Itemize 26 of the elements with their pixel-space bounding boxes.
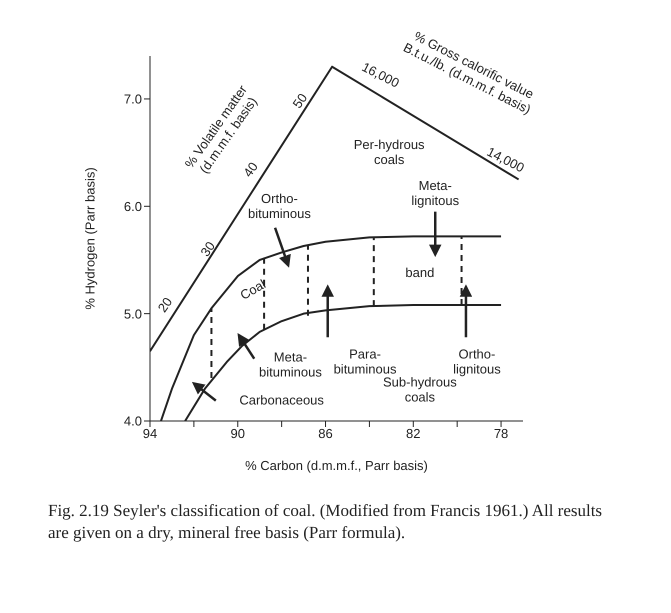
x-axis-title: % Carbon (d.m.m.f., Parr basis) xyxy=(245,458,428,473)
annotation: Sub-hydrous coals xyxy=(383,374,458,404)
y-tick-label: 7.0 xyxy=(124,92,142,107)
y-tick-label: 6.0 xyxy=(124,198,142,214)
annotation: Ortho- bituminous xyxy=(248,190,312,221)
x-tick-label: 86 xyxy=(318,426,333,442)
annotation: 30 xyxy=(197,238,218,260)
x-tick-label: 94 xyxy=(142,426,158,442)
y-tick-label: 5.0 xyxy=(124,306,142,322)
annotation: Para- bituminous xyxy=(334,346,397,376)
annotation: Carbonaceous xyxy=(239,392,324,408)
annotation: band xyxy=(405,264,434,280)
annotation: 50 xyxy=(290,90,310,112)
y-tick-label: 4.0 xyxy=(124,414,142,429)
x-tick-label: 90 xyxy=(230,426,245,442)
x-tick-label: 82 xyxy=(406,426,421,442)
y-axis-title: % Hydrogen (Parr basis) xyxy=(82,167,98,310)
annotation: Meta- lignitous xyxy=(411,178,460,208)
annotation: Meta- bituminous xyxy=(258,350,322,380)
annotation: 20 xyxy=(154,294,176,315)
annotation: 40 xyxy=(240,159,261,180)
x-tick-label: 78 xyxy=(494,426,508,442)
annotation: Coal xyxy=(238,276,268,303)
caption: Fig. 2.19 Seyler's classification of coal. (Modified from Francis 1961.) All results are given on a dry, mineral free basis (Parr formula). xyxy=(48,500,604,544)
annotation: Ortho- lignitous xyxy=(453,346,502,376)
annotation: Per-hydrous coals xyxy=(354,137,426,168)
